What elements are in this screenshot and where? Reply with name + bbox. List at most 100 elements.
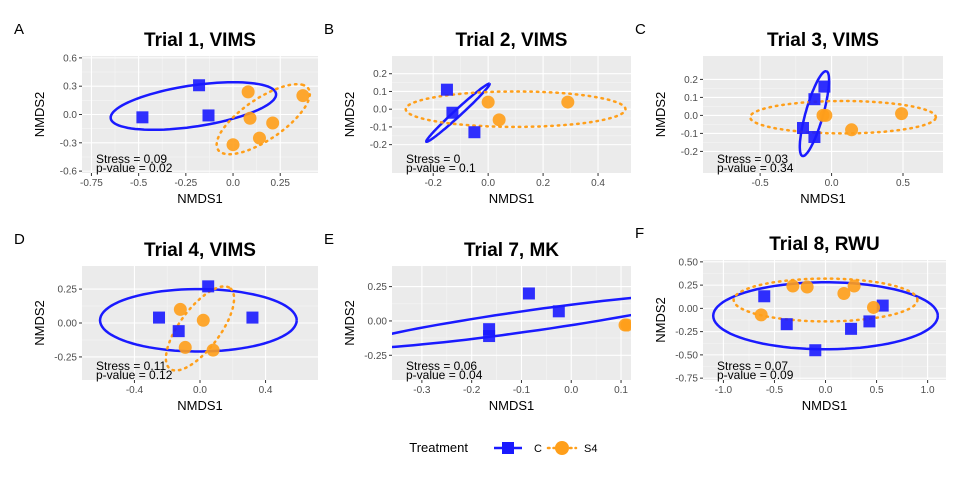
panel-f-point-c — [758, 290, 771, 303]
panel-b-ytick-label: -0.2 — [370, 140, 388, 151]
panel-a-ellipse-s4 — [215, 82, 312, 156]
panel-b-ytick-label: 0.2 — [373, 69, 387, 80]
panel-b-plot-background — [392, 56, 631, 173]
panel-b-ellipse-s4 — [404, 90, 627, 129]
panel-f-ytick-label: -0.50 — [675, 350, 698, 361]
panel-f-point-s4 — [786, 279, 800, 293]
panel-f-point-c — [863, 315, 876, 328]
panel-f-ytick-label: 0.50 — [679, 257, 699, 268]
panel-e-title: Trial 7, MK — [464, 240, 559, 261]
panel-b-point-s4 — [561, 95, 575, 109]
panel-c-data-layer — [748, 69, 938, 158]
panel-c-point-s4 — [845, 123, 859, 137]
panel-a-xtick-label: -0.25 — [174, 178, 197, 189]
panel-f-stress-label: Stress = 0.07 — [717, 359, 788, 373]
panel-c-ylabel: NMDS2 — [653, 92, 668, 138]
panel-d-xlabel: NMDS1 — [177, 398, 223, 413]
panel-d-point-s4 — [173, 302, 187, 316]
panel-e-xtick-label: 0.1 — [614, 385, 628, 396]
panel-a-point-s4 — [296, 89, 310, 103]
panel-d-point-c — [246, 311, 259, 324]
panel-f-xtick-label: 0.5 — [870, 385, 884, 396]
panel-e-point-s4 — [620, 318, 631, 332]
panel-f-title: Trial 8, RWU — [769, 234, 880, 255]
panel-b-title: Trial 2, VIMS — [456, 30, 568, 51]
legend: Treatment C S4 — [409, 440, 597, 455]
panel-d-xtick-label: 0.4 — [259, 385, 273, 396]
panel-b-tag: B — [324, 21, 334, 38]
panel-f-xtick-label: -0.5 — [766, 385, 784, 396]
panel-f-ytick-label: -0.25 — [675, 327, 698, 338]
legend-label-s4: S4 — [584, 443, 597, 455]
panel-f-ylabel: NMDS2 — [653, 297, 668, 343]
panel-c-ytick-label: -0.1 — [681, 129, 699, 140]
panel-d-data-layer — [98, 280, 298, 372]
panel-e-stress-label: Stress = 0.06 — [406, 359, 477, 373]
panel-e-xtick-label: -0.3 — [413, 385, 431, 396]
legend-key-c: C — [494, 442, 542, 455]
panel-f-ytick-label: -0.75 — [675, 374, 698, 385]
panel-a-point-s4 — [252, 131, 266, 145]
panel-a-stress-label: Stress = 0.09 — [96, 152, 167, 166]
panel-a-point-s4 — [243, 111, 257, 125]
panel-e-data-layer — [392, 287, 631, 349]
legend-key-c-square — [502, 442, 514, 454]
panel-b-ytick-label: -0.1 — [370, 122, 388, 133]
panel-c-ytick-label: -0.2 — [681, 147, 699, 158]
panel-e-point-c — [522, 287, 535, 300]
panel-d-ellipse-s4 — [164, 285, 236, 372]
panel-a-xtick-label: -0.75 — [80, 178, 103, 189]
panel-f-point-s4 — [754, 308, 768, 322]
panel-c-xtick-label: 0.5 — [896, 178, 910, 189]
panel-a-point-s4 — [226, 138, 240, 152]
panel-f-point-c — [809, 344, 822, 357]
panel-f-xtick-label: 0.0 — [819, 385, 833, 396]
panel-d-point-c — [172, 325, 185, 338]
panel-b-stress-label: Stress = 0 — [406, 152, 461, 166]
panel-c-point-c — [818, 80, 831, 93]
panel-f: -1.0 -0.5 0.0 0.5 1.0 -0.75 -0.50 -0.25 0.00 0.25… — [635, 225, 946, 413]
panel-b-xtick-label: 0.2 — [536, 178, 550, 189]
panel-e-ytick-label: 0.00 — [368, 316, 388, 327]
panel-b-ellipse-c — [425, 82, 491, 144]
panel-b: -0.2 0.0 0.2 0.4 -0.2 -0.1 0.0 0.1 0.2 Stress = 0… — [324, 21, 631, 206]
panel-f-point-c — [780, 318, 793, 331]
panel-f-point-s4 — [800, 280, 814, 294]
panel-d-stress-label: Stress = 0.11 — [96, 359, 166, 373]
panel-b-point-c — [440, 83, 453, 96]
panel-b-xlabel: NMDS1 — [489, 191, 535, 206]
panel-d-xtick-label: 0.0 — [193, 385, 207, 396]
panel-c-tag: C — [635, 21, 646, 38]
panel-a-pvalue-label: p-value = 0.02 — [96, 161, 173, 175]
panel-f-data-layer — [711, 277, 940, 357]
panel-a-xlabel: NMDS1 — [177, 191, 223, 206]
panel-d-ylabel: NMDS2 — [32, 300, 47, 346]
panel-a-ytick-label: -0.6 — [60, 167, 78, 178]
panel-f-point-c — [845, 322, 858, 335]
panel-f-ytick-label: 0.00 — [679, 304, 699, 315]
panel-c-ellipse-c — [798, 69, 831, 158]
panel-a-point-c — [193, 79, 206, 92]
panel-a-data-layer — [109, 79, 312, 156]
panel-b-xtick-label: 0.0 — [481, 178, 495, 189]
panel-b-point-c — [468, 126, 481, 139]
panel-e-tag: E — [324, 231, 334, 248]
panel-a-title: Trial 1, VIMS — [144, 30, 256, 51]
panel-d-pvalue-label: p-value = 0.12 — [96, 368, 173, 382]
panel-a-ytick-label: 0.0 — [63, 110, 77, 121]
panel-d-ellipse-c — [98, 287, 298, 353]
panel-a-ylabel: NMDS2 — [32, 92, 47, 138]
panel-d-title: Trial 4, VIMS — [144, 240, 256, 261]
panel-f-ellipse-c — [711, 281, 940, 351]
panel-f-point-s4 — [867, 300, 881, 314]
panel-e-ellipse-c — [392, 296, 631, 349]
panel-f-tag: F — [635, 225, 644, 242]
panel-b-ytick-label: 0.1 — [373, 87, 387, 98]
panel-c-point-c — [808, 93, 821, 106]
panel-b-ylabel: NMDS2 — [342, 92, 357, 138]
panel-b-data-layer — [404, 82, 627, 144]
panel-d-ytick-label: 0.00 — [58, 319, 78, 330]
panel-e-point-c — [552, 305, 565, 318]
panel-d-point-c — [153, 311, 166, 324]
panel-f-xtick-label: 1.0 — [921, 385, 935, 396]
